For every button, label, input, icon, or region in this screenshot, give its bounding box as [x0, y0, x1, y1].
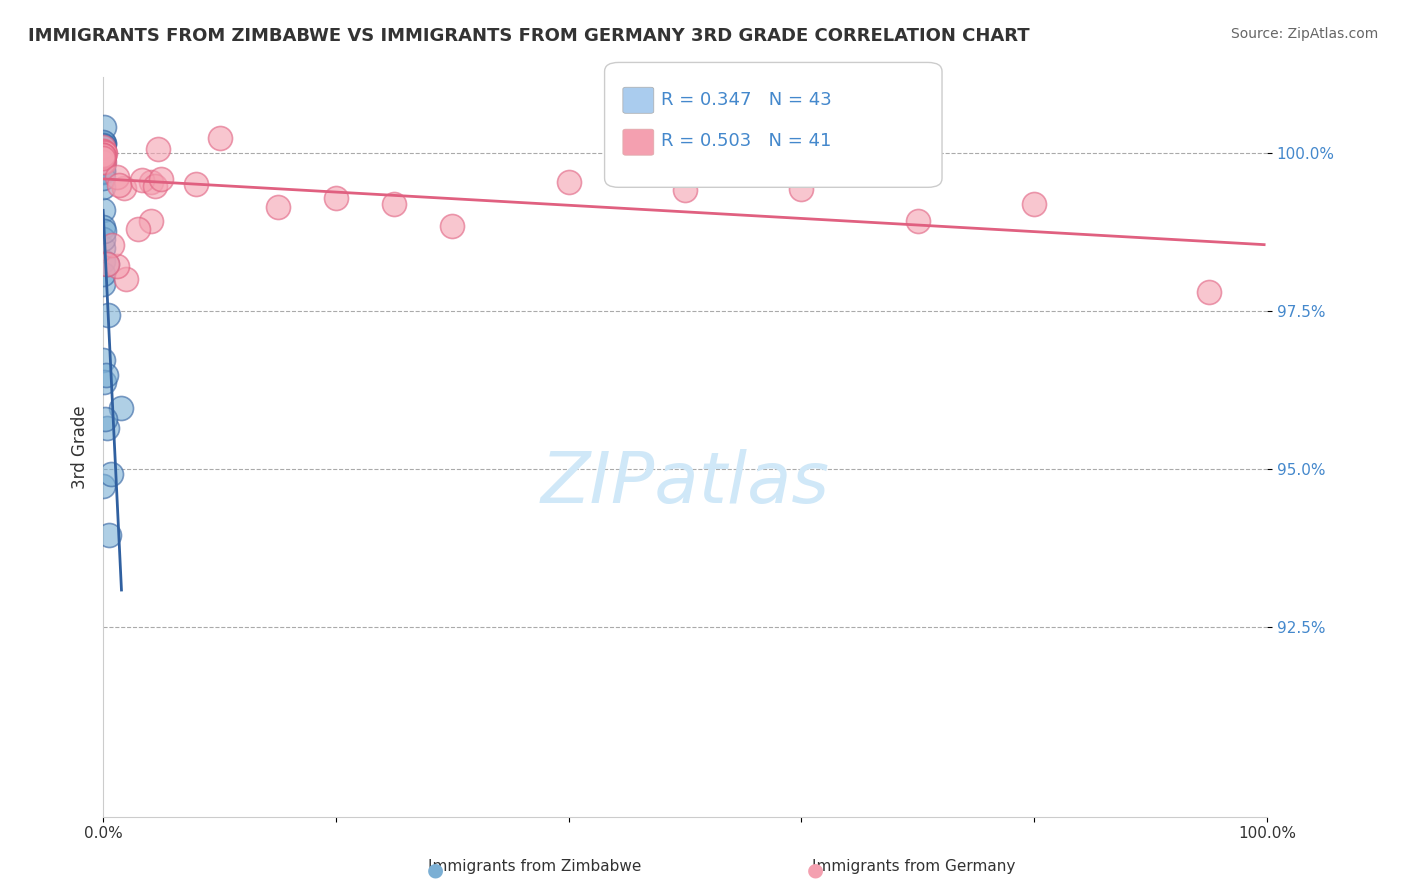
Point — [91, 352, 114, 367]
Point — [105, 259, 128, 273]
Point — [97, 308, 120, 322]
Point — [91, 152, 114, 166]
Point — [91, 153, 114, 167]
Point — [91, 151, 114, 165]
Point — [91, 171, 114, 186]
Point — [93, 146, 115, 161]
Point — [107, 178, 129, 193]
Point — [94, 368, 117, 382]
Point — [91, 241, 114, 255]
Point — [790, 182, 813, 196]
Point — [382, 197, 405, 211]
Text: R = 0.347   N = 43: R = 0.347 N = 43 — [661, 91, 831, 109]
Point — [208, 131, 231, 145]
Point — [93, 140, 115, 154]
Point — [557, 175, 579, 189]
Point — [441, 219, 464, 233]
Point — [91, 277, 114, 292]
Point — [1198, 285, 1220, 300]
Point — [93, 155, 115, 169]
Point — [93, 155, 115, 169]
Text: ZIPatlas: ZIPatlas — [540, 450, 830, 518]
Point — [91, 219, 114, 234]
Point — [93, 145, 115, 159]
Point — [91, 156, 114, 170]
Point — [91, 144, 114, 158]
Point — [131, 173, 153, 187]
Point — [91, 267, 114, 281]
Point — [101, 238, 124, 252]
Point — [93, 224, 115, 238]
Point — [91, 148, 114, 162]
Text: Immigrants from Germany: Immigrants from Germany — [813, 859, 1015, 874]
Point — [91, 180, 114, 194]
Point — [91, 164, 114, 178]
Text: ●: ● — [427, 860, 444, 880]
Point — [94, 412, 117, 426]
Point — [93, 144, 115, 158]
Point — [93, 375, 115, 389]
Point — [91, 202, 114, 217]
Point — [91, 231, 114, 245]
Point — [93, 145, 115, 160]
Point — [96, 257, 118, 271]
Text: Immigrants from Zimbabwe: Immigrants from Zimbabwe — [427, 859, 641, 874]
Point — [110, 401, 132, 415]
Point — [93, 149, 115, 163]
Point — [91, 151, 114, 165]
Point — [91, 161, 114, 176]
Text: IMMIGRANTS FROM ZIMBABWE VS IMMIGRANTS FROM GERMANY 3RD GRADE CORRELATION CHART: IMMIGRANTS FROM ZIMBABWE VS IMMIGRANTS F… — [28, 27, 1029, 45]
Point — [91, 139, 114, 153]
Point — [91, 156, 114, 170]
Point — [325, 191, 347, 205]
Point — [91, 158, 114, 172]
Point — [105, 170, 128, 185]
Text: R = 0.503   N = 41: R = 0.503 N = 41 — [661, 132, 831, 150]
Point — [1024, 196, 1046, 211]
Text: Source: ZipAtlas.com: Source: ZipAtlas.com — [1230, 27, 1378, 41]
Point — [127, 222, 149, 236]
Point — [93, 143, 115, 157]
Y-axis label: 3rd Grade: 3rd Grade — [72, 405, 89, 489]
Point — [141, 175, 163, 189]
Point — [91, 148, 114, 162]
Point — [96, 421, 118, 435]
Point — [100, 467, 122, 481]
Point — [91, 152, 114, 166]
Point — [186, 177, 208, 191]
Point — [93, 145, 115, 159]
Point — [93, 120, 115, 134]
Point — [97, 527, 120, 541]
Point — [115, 272, 138, 286]
Point — [96, 257, 118, 271]
Point — [93, 137, 115, 152]
Point — [91, 148, 114, 162]
Point — [91, 479, 114, 493]
Point — [673, 182, 696, 196]
Point — [91, 148, 114, 162]
Point — [91, 254, 114, 268]
Point — [93, 164, 115, 178]
Point — [93, 144, 115, 158]
Point — [91, 147, 114, 161]
Point — [93, 136, 115, 150]
Point — [91, 149, 114, 163]
Point — [139, 214, 162, 228]
Point — [91, 151, 114, 165]
Point — [93, 146, 115, 161]
Point — [150, 171, 173, 186]
Point — [146, 142, 169, 156]
Point — [91, 135, 114, 149]
Point — [267, 201, 290, 215]
Point — [907, 214, 929, 228]
Point — [91, 137, 114, 152]
Text: ●: ● — [807, 860, 824, 880]
Point — [112, 181, 135, 195]
Point — [143, 179, 166, 194]
